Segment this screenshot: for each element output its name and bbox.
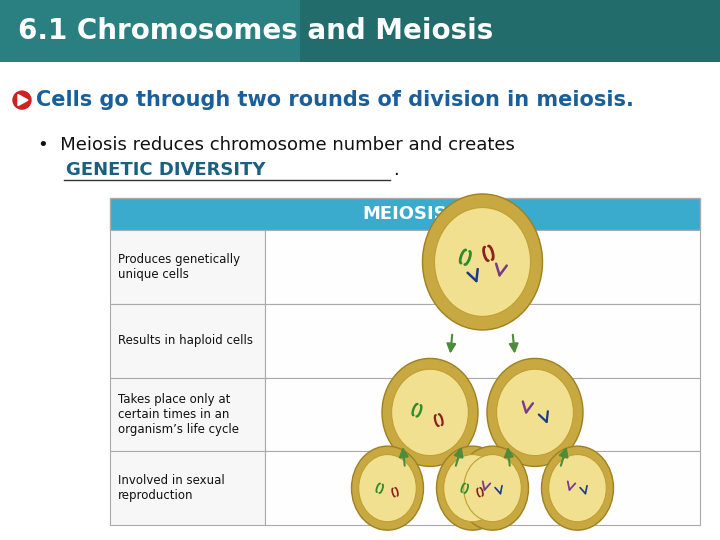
Text: Cells go through two rounds of division in meiosis.: Cells go through two rounds of division …	[36, 90, 634, 110]
Ellipse shape	[434, 207, 531, 316]
Ellipse shape	[464, 455, 521, 522]
Bar	[265, 377, 700, 451]
Bar	[300, 0, 720, 62]
Text: Takes place only at
certain times in an
organism’s life cycle: Takes place only at certain times in an …	[118, 393, 239, 436]
Ellipse shape	[351, 446, 423, 530]
Text: •  Meiosis reduces chromosome number and creates: • Meiosis reduces chromosome number and …	[38, 136, 515, 154]
Ellipse shape	[436, 446, 508, 530]
Text: GENETIC DIVERSITY: GENETIC DIVERSITY	[66, 161, 266, 179]
Ellipse shape	[423, 194, 542, 330]
Ellipse shape	[382, 359, 478, 467]
Ellipse shape	[497, 369, 573, 456]
Text: 6.1 Chromosomes and Meiosis: 6.1 Chromosomes and Meiosis	[18, 17, 493, 45]
Text: Involved in sexual
reproduction: Involved in sexual reproduction	[118, 474, 225, 502]
Ellipse shape	[487, 359, 583, 467]
Text: Results in haploid cells: Results in haploid cells	[118, 334, 253, 347]
Text: .: .	[393, 161, 399, 179]
Bar	[0, 0, 720, 62]
Bar	[110, 451, 265, 525]
Bar	[110, 230, 265, 304]
Polygon shape	[18, 94, 28, 106]
Bar	[265, 230, 700, 304]
Bar	[110, 304, 265, 377]
Bar	[265, 304, 700, 377]
Bar	[110, 198, 700, 230]
Bar	[110, 377, 265, 451]
Ellipse shape	[359, 455, 416, 522]
Circle shape	[13, 91, 31, 109]
Ellipse shape	[541, 446, 613, 530]
Ellipse shape	[392, 369, 469, 456]
Ellipse shape	[549, 455, 606, 522]
Ellipse shape	[444, 455, 501, 522]
Bar	[265, 451, 700, 525]
Text: MEIOSIS: MEIOSIS	[363, 205, 447, 223]
Text: Produces genetically
unique cells: Produces genetically unique cells	[118, 253, 240, 281]
Ellipse shape	[456, 446, 528, 530]
